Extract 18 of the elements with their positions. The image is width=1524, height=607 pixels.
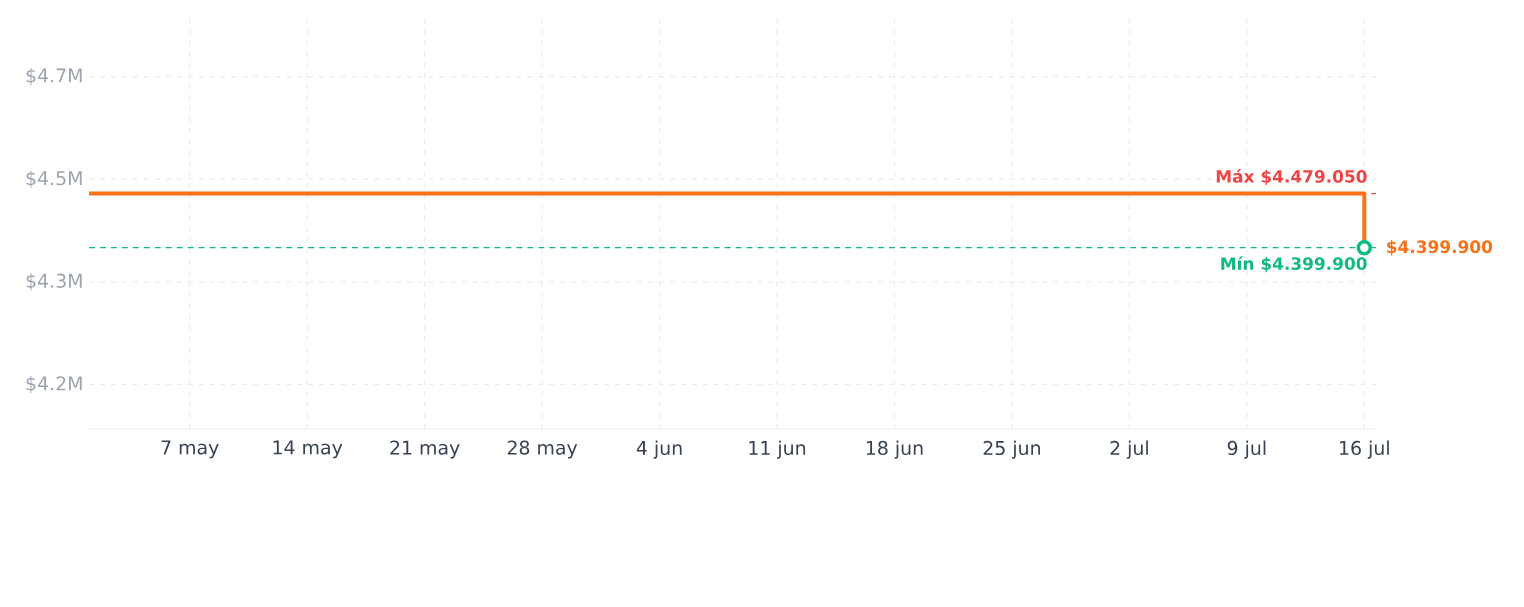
ref-line-label: Mín $4.399.900 bbox=[1221, 256, 1367, 273]
x-tick-label: 18 jun bbox=[866, 440, 923, 459]
ref-line-label: Máx $4.479.050 bbox=[1216, 169, 1367, 186]
x-tick-label: 2 jul bbox=[1110, 440, 1148, 459]
annotation: $4.399.900 bbox=[1387, 240, 1493, 256]
x-tick-label: 14 may bbox=[273, 440, 343, 459]
y-tick-label: $4.2M bbox=[26, 375, 82, 394]
x-tick-label: 9 jul bbox=[1227, 440, 1266, 459]
x-tick-label: 28 may bbox=[507, 440, 578, 459]
y-tick-label: $4.7M bbox=[26, 68, 82, 86]
y-tick-label: $4.3M bbox=[26, 273, 82, 291]
x-tick-label: 4 jun bbox=[636, 440, 682, 459]
x-tick-label: 7 may bbox=[161, 440, 219, 459]
x-tick-label: 11 jun bbox=[749, 440, 806, 459]
x-tick-label: 25 jun bbox=[983, 440, 1040, 459]
x-tick-label: 16 jul bbox=[1340, 440, 1389, 459]
y-tick-label: $4.5M bbox=[26, 170, 82, 188]
x-tick-label: 21 may bbox=[390, 440, 460, 459]
